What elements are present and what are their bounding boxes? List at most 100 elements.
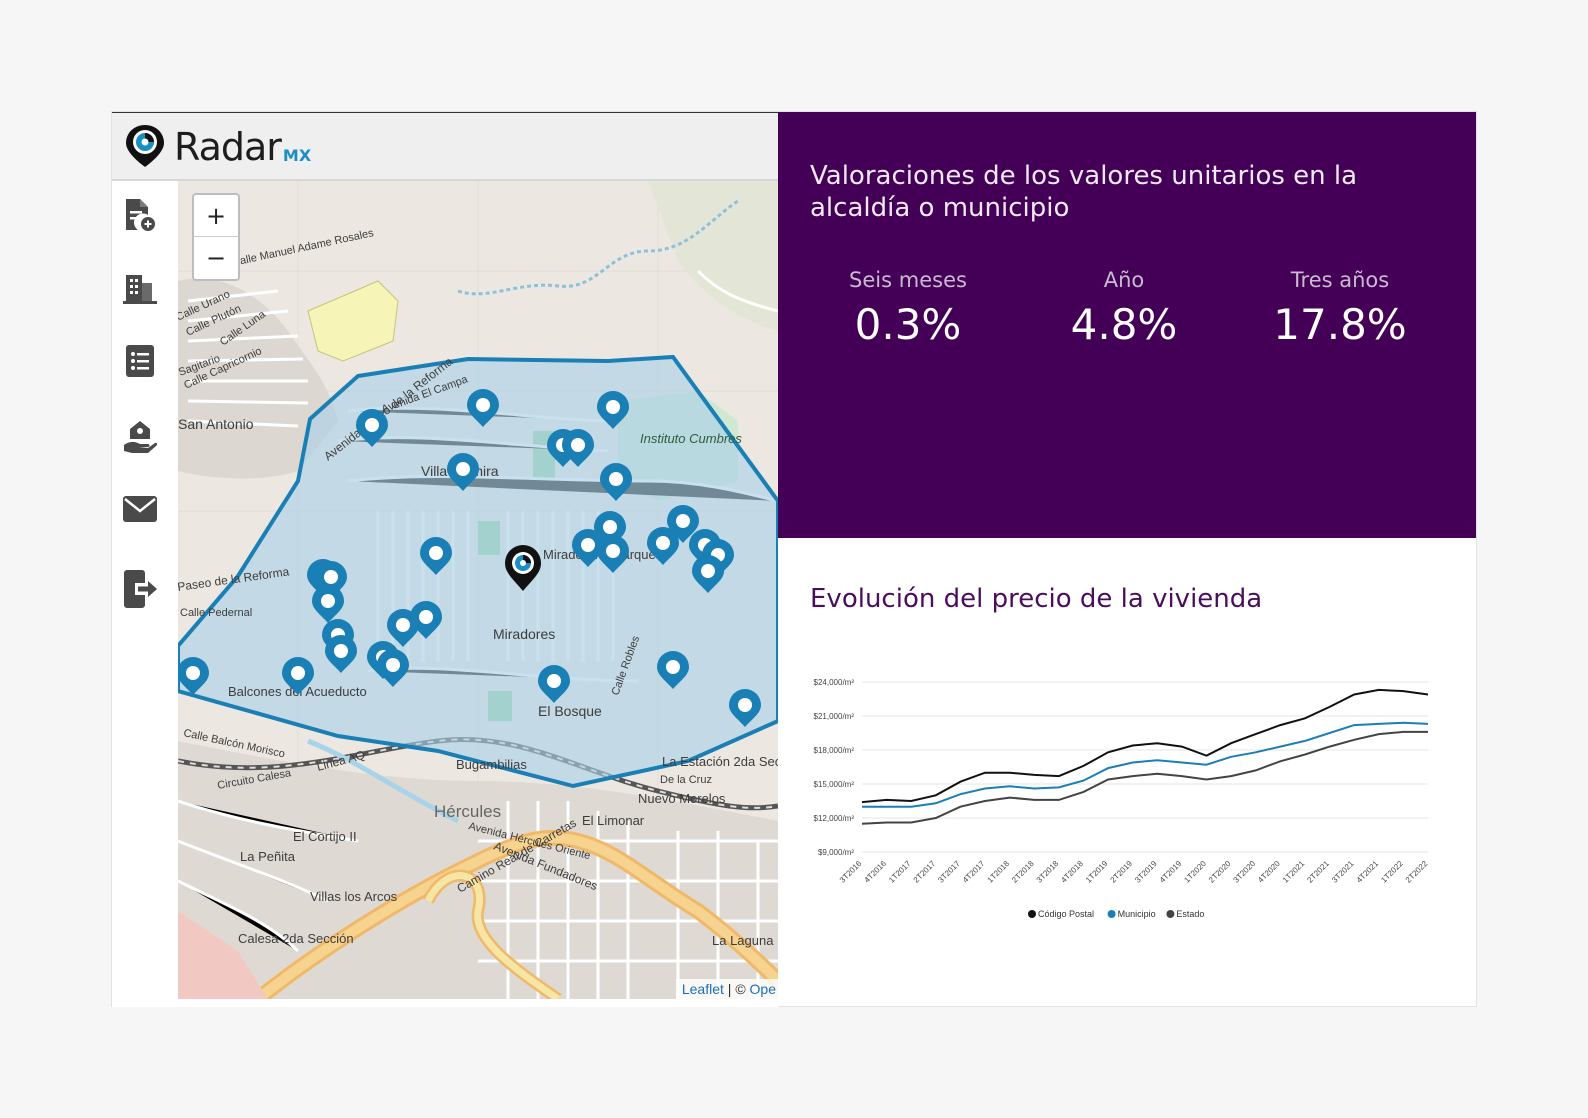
legend-label: Municipio — [1118, 909, 1156, 919]
stat-year: Año 4.8% — [1014, 268, 1234, 349]
x-tick-label: 4T2016 — [862, 859, 888, 885]
map-label: Bugambilias — [456, 757, 527, 772]
logo-suffix: MX — [282, 146, 312, 165]
map-pin-icon[interactable] — [312, 585, 344, 623]
x-tick-label: 2T2019 — [1109, 859, 1135, 885]
map-pin-icon[interactable] — [657, 651, 689, 689]
map-pin-icon[interactable] — [572, 529, 604, 567]
stat-label: Seis meses — [849, 268, 967, 292]
stat-value: 0.3% — [854, 300, 962, 349]
x-tick-label: 1T2022 — [1379, 859, 1405, 885]
x-tick-label: 2T2021 — [1305, 859, 1331, 885]
map-label: San Antonio — [178, 416, 254, 432]
y-tick-label: $12,000/m² — [814, 814, 855, 823]
x-tick-label: 4T2017 — [961, 859, 987, 885]
map-label: Instituto Cumbres — [640, 431, 742, 446]
x-tick-label: 3T2016 — [838, 859, 864, 885]
map-pin-icon[interactable] — [538, 665, 570, 703]
app-frame: Radar MX — [112, 112, 1476, 1007]
series-line — [861, 730, 1428, 825]
map-pin-icon[interactable] — [420, 537, 452, 575]
map-pin-icon[interactable] — [410, 601, 442, 639]
map-pin-icon[interactable] — [467, 389, 499, 427]
stat-value: 4.8% — [1070, 300, 1178, 349]
map-pin-icon[interactable] — [667, 505, 699, 543]
map-label: Nuevo Morelos — [638, 791, 726, 806]
zoom-in-button[interactable]: + — [194, 195, 238, 237]
y-tick-label: $21,000/m² — [814, 712, 855, 721]
center-marker-icon[interactable] — [505, 545, 541, 591]
sidebar-item-new-report[interactable] — [121, 195, 159, 235]
sidebar-item-logout[interactable] — [121, 569, 159, 609]
sidebar-item-properties[interactable] — [121, 269, 159, 309]
map-pin-icon[interactable] — [692, 555, 724, 593]
map-pin-icon[interactable] — [647, 527, 679, 565]
map-label: La Estación 2da Sección — [662, 754, 778, 769]
x-tick-label: 3T2020 — [1232, 859, 1258, 885]
map-label: El Bosque — [538, 703, 602, 719]
mail-icon — [123, 496, 157, 522]
legend-label: Estado — [1176, 909, 1204, 919]
map-pin-icon[interactable] — [178, 657, 209, 695]
y-tick-label: $18,000/m² — [814, 746, 855, 755]
leaflet-link[interactable]: Leaflet — [681, 981, 724, 997]
series-line — [861, 688, 1429, 804]
sidebar-item-valuation[interactable] — [121, 417, 159, 457]
x-tick-label: 1T2017 — [887, 859, 913, 885]
map-pin-icon[interactable] — [729, 689, 761, 727]
zoom-out-button[interactable]: − — [205, 243, 227, 272]
legend-label: Código Postal — [1038, 909, 1094, 919]
map-panel: Radar MX — [112, 112, 778, 1007]
stat-six-months: Seis meses 0.3% — [798, 268, 1018, 349]
x-tick-label: 4T2020 — [1256, 859, 1282, 885]
map-label: De la Cruz — [660, 774, 712, 786]
zoom-control: + − — [192, 193, 240, 281]
logo-wordmark: Radar — [174, 125, 282, 169]
map-label: Calle Pedernal — [180, 607, 252, 619]
x-tick-label: 4T2018 — [1059, 859, 1085, 885]
list-icon — [126, 345, 154, 377]
map-label: El Limonar — [582, 813, 645, 828]
price-line-chart: $9,000/m² $12,000/m² $15,000/m² $18,000/m² $… — [814, 678, 1430, 919]
chart-title: Evolución del precio de la vivienda — [810, 584, 1263, 614]
map-attribution: Leaflet | © Ope — [675, 979, 778, 999]
x-tick-label: 4T2019 — [1158, 859, 1184, 885]
map-label: La Laguna — [712, 933, 774, 948]
x-tick-label: 3T2021 — [1330, 859, 1356, 885]
x-tick-label: 4T2021 — [1355, 859, 1381, 885]
x-tick-label: 2T2020 — [1207, 859, 1233, 885]
y-tick-label: $9,000/m² — [818, 848, 854, 857]
osm-link[interactable]: Ope — [749, 981, 776, 997]
logout-icon — [124, 570, 157, 608]
map-label: Hércules — [434, 802, 501, 821]
x-tick-label: 2T2017 — [912, 859, 938, 885]
x-tick-label: 3T2019 — [1133, 859, 1159, 885]
sidebar-item-list[interactable] — [121, 341, 159, 381]
map[interactable]: San Antonio Avenida Paseo de la Reforma … — [178, 181, 778, 999]
legend-swatch — [1107, 910, 1116, 918]
map-pin-icon[interactable] — [282, 657, 314, 695]
stat-value: 17.8% — [1273, 300, 1407, 349]
stats-title: Valoraciones de los valores unitarios en… — [810, 161, 1358, 223]
map-pin-icon[interactable] — [447, 453, 479, 491]
map-pin-icon[interactable] — [356, 409, 388, 447]
map-pin-icon[interactable] — [597, 391, 629, 429]
buildings-icon — [123, 275, 157, 304]
logo[interactable]: Radar MX — [124, 123, 311, 169]
valuation-stats-panel: Valoraciones de los valores unitarios en… — [778, 112, 1476, 538]
attribution-separator: | © — [723, 981, 750, 997]
stat-label: Tres años — [1290, 268, 1390, 292]
x-tick-label: 2T2022 — [1404, 859, 1430, 885]
hand-house-icon — [124, 421, 158, 453]
x-tick-label: 1T2019 — [1084, 859, 1110, 885]
map-pin-icon[interactable] — [597, 535, 629, 573]
map-tiles: San Antonio Avenida Paseo de la Reforma … — [178, 181, 778, 999]
radar-logo-icon — [126, 125, 164, 167]
map-pin-icon[interactable] — [600, 463, 632, 501]
file-add-icon — [126, 199, 155, 231]
x-tick-label: 1T2018 — [986, 859, 1012, 885]
sidebar-item-messages[interactable] — [121, 489, 159, 529]
map-pin-icon[interactable] — [562, 429, 594, 467]
map-pin-icon[interactable] — [377, 649, 409, 687]
map-pin-icon[interactable] — [325, 635, 357, 673]
